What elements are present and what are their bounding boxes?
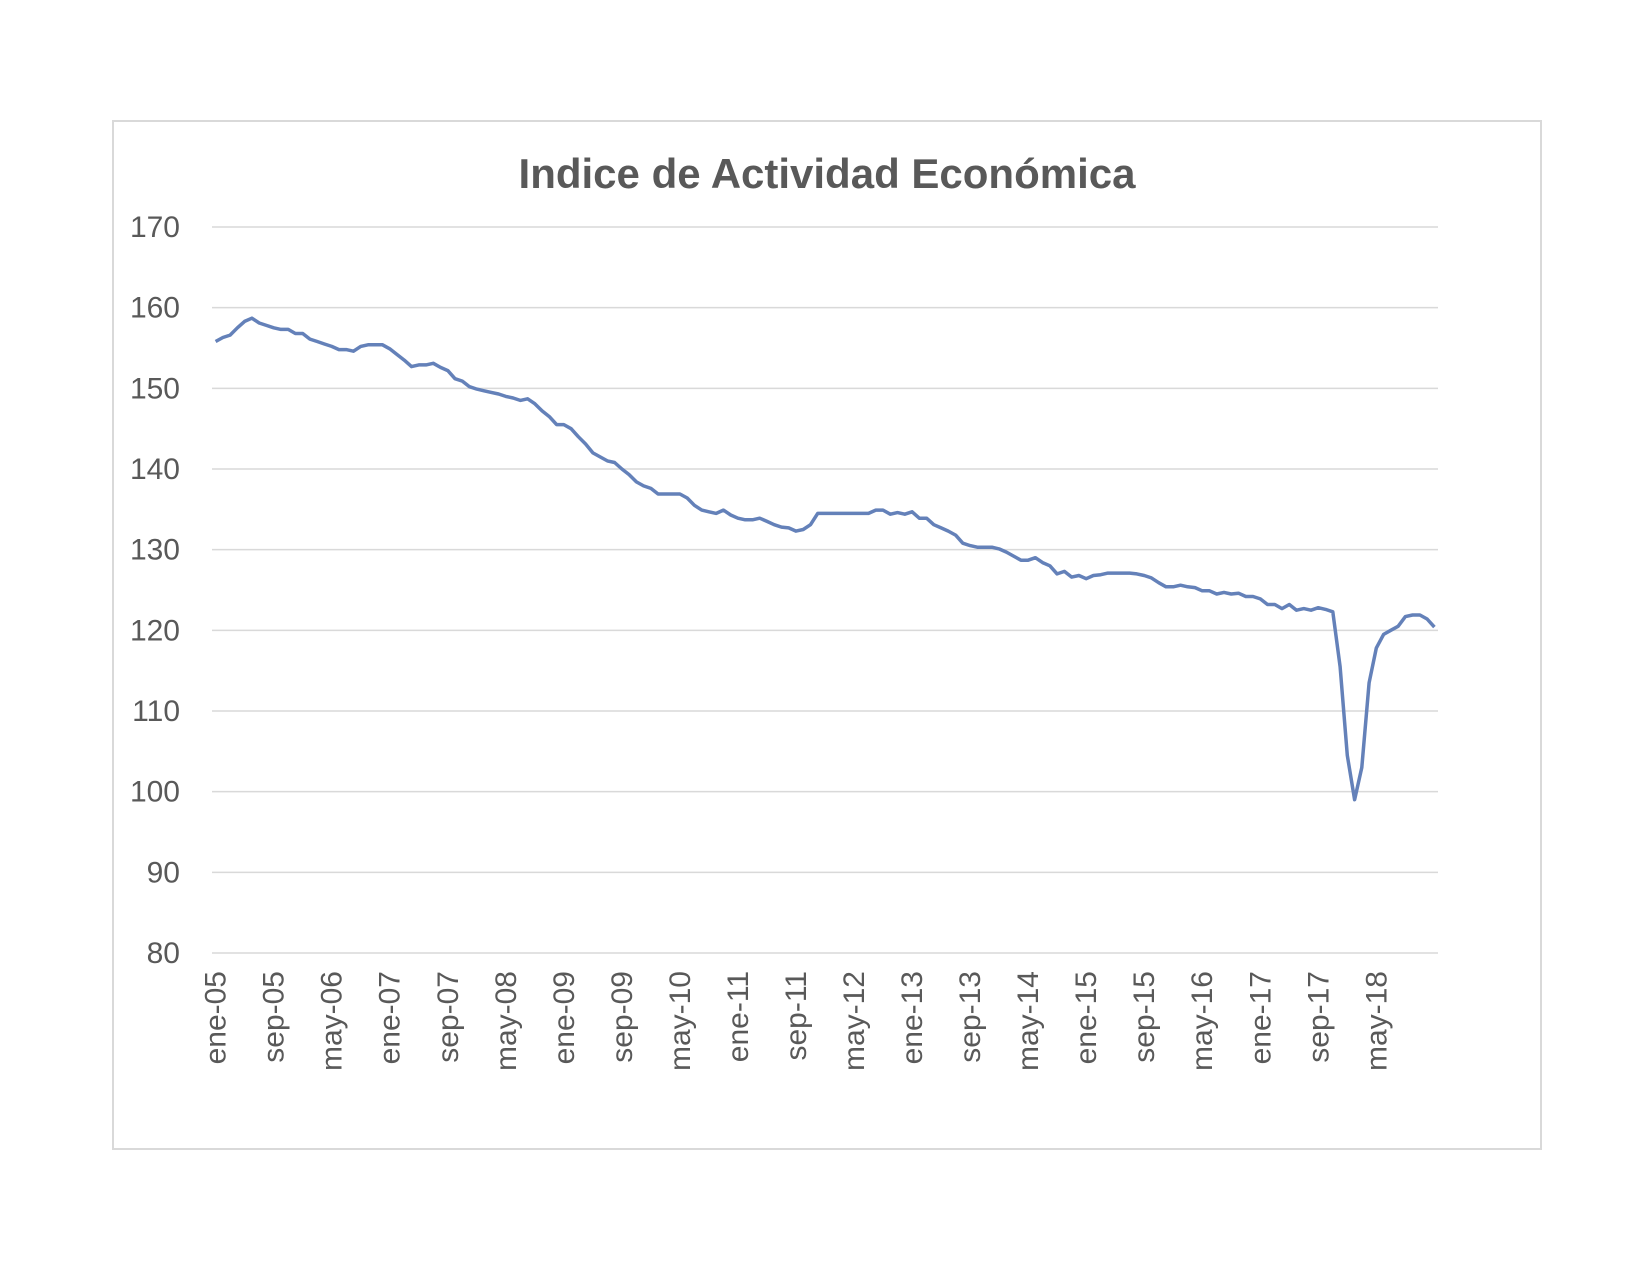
series-layer	[214, 316, 1436, 802]
x-tick-label: may-06	[316, 971, 349, 1071]
x-tick-label: sep-09	[606, 971, 639, 1063]
y-axis-ticks: 80 90 100 110 120 130 140 150 160 170	[130, 211, 180, 970]
y-tick-label: 140	[130, 453, 180, 486]
x-tick-label: sep-17	[1302, 971, 1335, 1063]
x-tick-label: ene-15	[1070, 971, 1103, 1064]
y-tick-label: 90	[147, 856, 180, 889]
y-tick-label: 80	[147, 937, 180, 970]
x-tick-label: may-10	[664, 971, 697, 1071]
x-tick-label: ene-11	[722, 971, 755, 1062]
x-tick-label: may-14	[1012, 971, 1045, 1071]
x-tick-label: sep-15	[1128, 971, 1161, 1063]
line-chart: 80 90 100 110 120 130 140 150 160 170 ene-05 sep-0…	[130, 211, 1438, 1071]
chart-frame: Indice de Actividad Económica 80 90 100 110…	[112, 120, 1542, 1150]
y-tick-label: 160	[130, 292, 180, 325]
x-tick-label: sep-13	[954, 971, 987, 1063]
y-tick-label: 130	[130, 534, 180, 567]
chart-title: Indice de Actividad Económica	[518, 150, 1136, 197]
y-tick-label: 150	[130, 372, 180, 405]
x-tick-label: ene-17	[1244, 971, 1277, 1064]
x-axis-ticks: ene-05 sep-05 may-06 ene-07 sep-07 may-08 ene-…	[200, 971, 1394, 1071]
x-tick-label: may-16	[1186, 971, 1219, 1071]
y-tick-label: 120	[130, 614, 180, 647]
y-tick-label: 110	[132, 695, 180, 728]
x-tick-label: may-12	[838, 971, 871, 1071]
y-tick-label: 100	[130, 776, 180, 809]
x-tick-label: ene-07	[374, 971, 407, 1064]
x-tick-label: sep-05	[258, 971, 291, 1063]
series-line	[214, 316, 1436, 802]
x-tick-label: ene-13	[896, 971, 929, 1064]
x-tick-label: may-18	[1360, 971, 1393, 1071]
y-tick-label: 170	[130, 211, 180, 244]
gridlines	[212, 226, 1438, 954]
x-tick-label: ene-09	[548, 971, 581, 1064]
x-tick-label: sep-11	[780, 971, 813, 1061]
x-tick-label: may-08	[490, 971, 523, 1071]
x-tick-label: ene-05	[200, 971, 233, 1064]
x-tick-label: sep-07	[432, 971, 465, 1063]
